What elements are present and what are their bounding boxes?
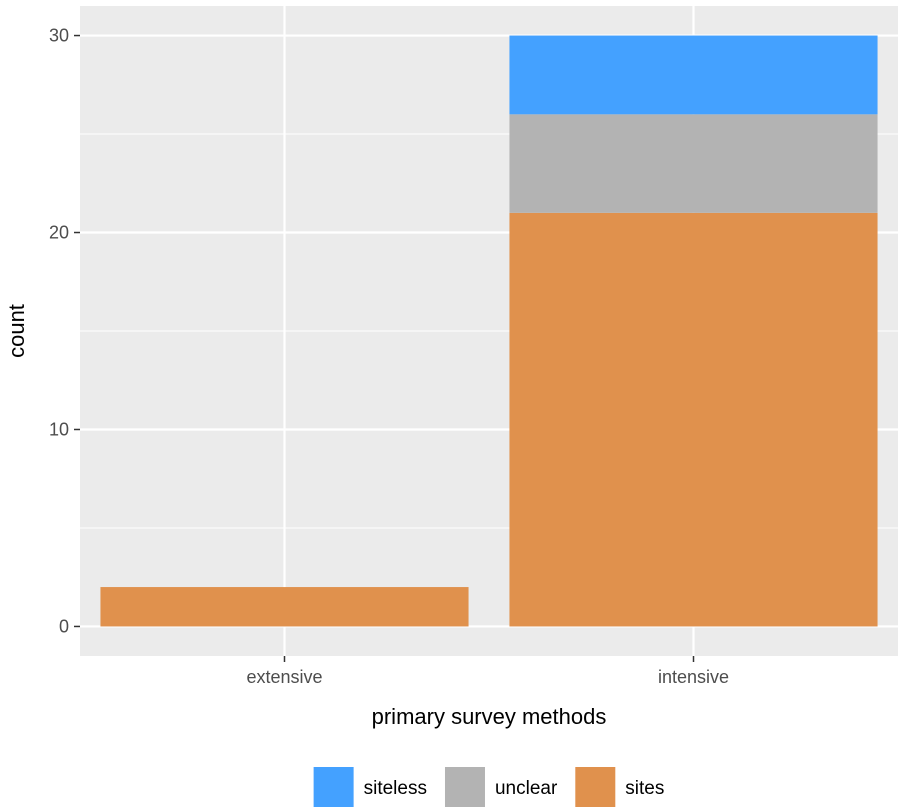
x-axis-title: primary survey methods [372,704,607,729]
legend-label-unclear: unclear [495,778,558,799]
x-axis: extensive intensive [246,656,729,687]
bars [100,35,878,627]
y-tick-label: 30 [49,26,69,46]
legend-label-siteless: siteless [364,778,427,799]
bar-intensive-sites [509,212,878,627]
y-tick-label: 20 [49,223,69,243]
legend-key-unclear [444,767,485,807]
legend-key-siteless [313,767,354,807]
y-axis: 0 10 20 30 [49,26,80,636]
bar-intensive-siteless [509,35,878,115]
legend-key-sites [575,767,616,807]
legend-label-sites: sites [625,778,664,799]
bar-intensive-unclear [509,114,878,213]
y-tick-label: 10 [49,419,69,439]
y-tick-label: 0 [59,616,69,636]
legend: siteless unclear sites [313,767,664,807]
y-axis-title: count [4,304,29,358]
bar-extensive-sites [100,587,469,627]
x-tick-label: intensive [658,667,729,687]
x-tick-label: extensive [246,667,322,687]
